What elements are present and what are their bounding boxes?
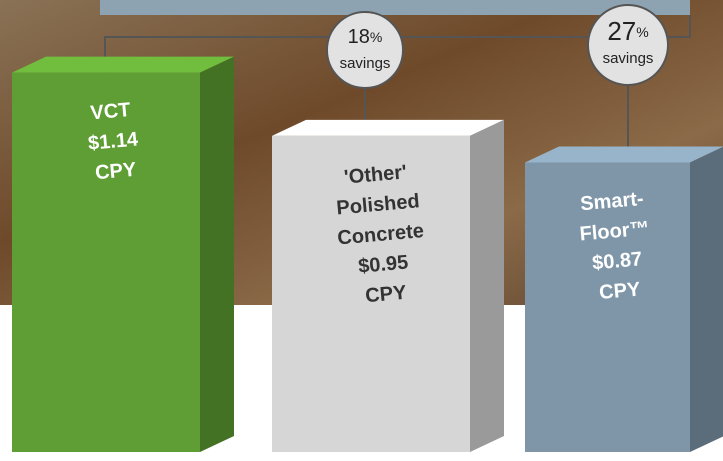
bar-front bbox=[12, 73, 200, 452]
savings-text: savings bbox=[340, 55, 391, 72]
savings-sign: % bbox=[636, 24, 648, 40]
savings-number: 18 bbox=[348, 26, 370, 48]
bar-label-line: CPY bbox=[598, 279, 642, 305]
bar-top bbox=[525, 146, 723, 162]
bar-side bbox=[470, 120, 504, 452]
savings-text: savings bbox=[603, 50, 654, 67]
top-band bbox=[100, 0, 690, 15]
bar-label-line: CPY bbox=[94, 159, 138, 185]
bar-side bbox=[200, 57, 234, 452]
bar-top bbox=[272, 120, 504, 136]
bar-label-line: $1.14 bbox=[87, 129, 140, 155]
bar-label-line: $0.87 bbox=[591, 249, 643, 275]
bar-label-line: CPY bbox=[364, 282, 408, 308]
bar-top bbox=[12, 57, 234, 73]
savings-number: 27 bbox=[607, 16, 636, 46]
chart: VCT$1.14CPY'Other'PolishedConcrete$0.95C… bbox=[0, 0, 723, 461]
bar-side bbox=[690, 146, 723, 452]
bar-label-line: $0.95 bbox=[357, 252, 409, 278]
bar-label-line: VCT bbox=[90, 99, 132, 124]
savings-sign: % bbox=[370, 29, 382, 45]
savings-bubble bbox=[327, 12, 403, 88]
